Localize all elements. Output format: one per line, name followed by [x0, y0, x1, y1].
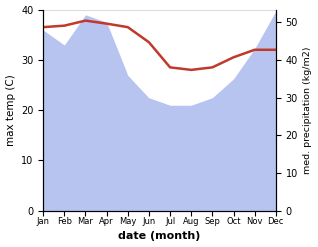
Y-axis label: med. precipitation (kg/m2): med. precipitation (kg/m2) [303, 46, 313, 174]
X-axis label: date (month): date (month) [118, 231, 201, 242]
Y-axis label: max temp (C): max temp (C) [5, 74, 16, 146]
